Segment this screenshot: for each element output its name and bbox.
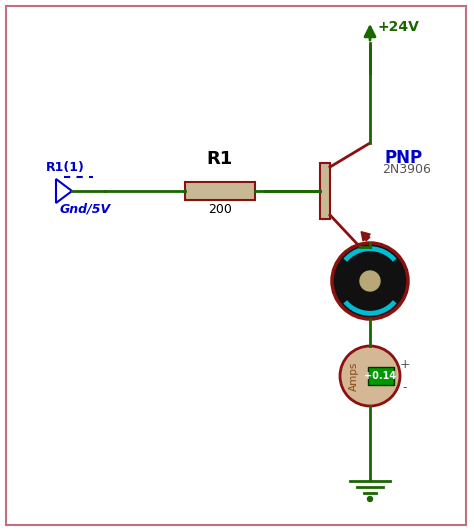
Text: -: - bbox=[403, 381, 407, 395]
Circle shape bbox=[340, 346, 400, 406]
Text: Amps: Amps bbox=[349, 361, 359, 391]
Bar bbox=[320, 163, 330, 219]
Text: R1: R1 bbox=[207, 150, 233, 168]
Text: Gnd/5V: Gnd/5V bbox=[60, 203, 111, 216]
Text: R1(1): R1(1) bbox=[46, 161, 85, 174]
Bar bbox=[368, 367, 394, 385]
Text: 2N3906: 2N3906 bbox=[382, 163, 431, 176]
Circle shape bbox=[332, 243, 408, 319]
Text: +0.14: +0.14 bbox=[364, 371, 396, 381]
Bar bbox=[320, 163, 330, 219]
Circle shape bbox=[360, 271, 380, 291]
Circle shape bbox=[367, 496, 373, 501]
Text: PNP: PNP bbox=[385, 149, 423, 167]
FancyArrow shape bbox=[361, 232, 370, 241]
Text: +: + bbox=[400, 357, 410, 371]
Text: 200: 200 bbox=[208, 203, 232, 216]
Text: +24V: +24V bbox=[378, 20, 420, 34]
Bar bbox=[185, 182, 255, 200]
